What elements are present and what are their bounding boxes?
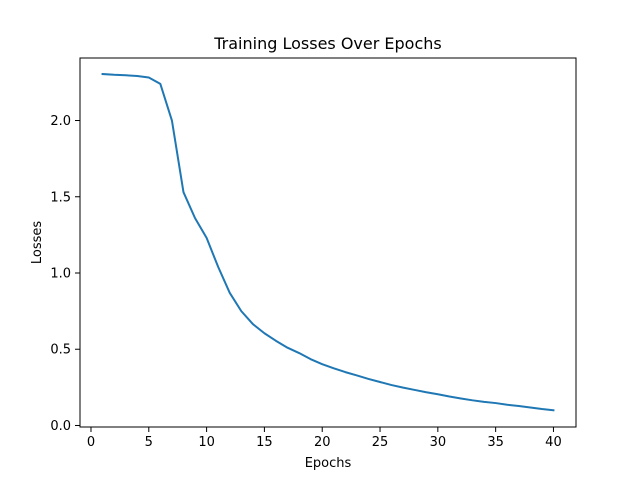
plot-frame — [79, 57, 577, 428]
y-tick-label: 2.0 — [50, 114, 71, 129]
y-tick-label: 1.0 — [50, 266, 71, 281]
x-tick-label: 30 — [430, 435, 447, 450]
y-tick-label: 0.5 — [50, 343, 71, 358]
series-line-0 — [101, 72, 555, 412]
x-tick-label: 40 — [545, 435, 562, 450]
y-axis-ticks: 0.0 0.5 1.0 1.5 2.0 — [50, 114, 80, 434]
x-axis-label: Epochs — [305, 456, 352, 471]
x-tick-label: 15 — [256, 435, 273, 450]
x-tick-label: 5 — [145, 435, 153, 450]
y-tick-label: 0.0 — [50, 419, 71, 434]
y-tick-label: 1.5 — [50, 190, 71, 205]
y-axis-label: Losses — [30, 221, 45, 265]
x-tick-label: 10 — [198, 435, 215, 450]
series-layer — [101, 72, 555, 412]
chart-title: Training Losses Over Epochs — [213, 34, 441, 53]
x-axis-ticks: 0 5 10 15 20 25 30 35 40 — [87, 427, 562, 450]
x-tick-label: 20 — [314, 435, 331, 450]
x-tick-label: 35 — [487, 435, 504, 450]
x-tick-label: 25 — [372, 435, 389, 450]
x-tick-label: 0 — [87, 435, 95, 450]
